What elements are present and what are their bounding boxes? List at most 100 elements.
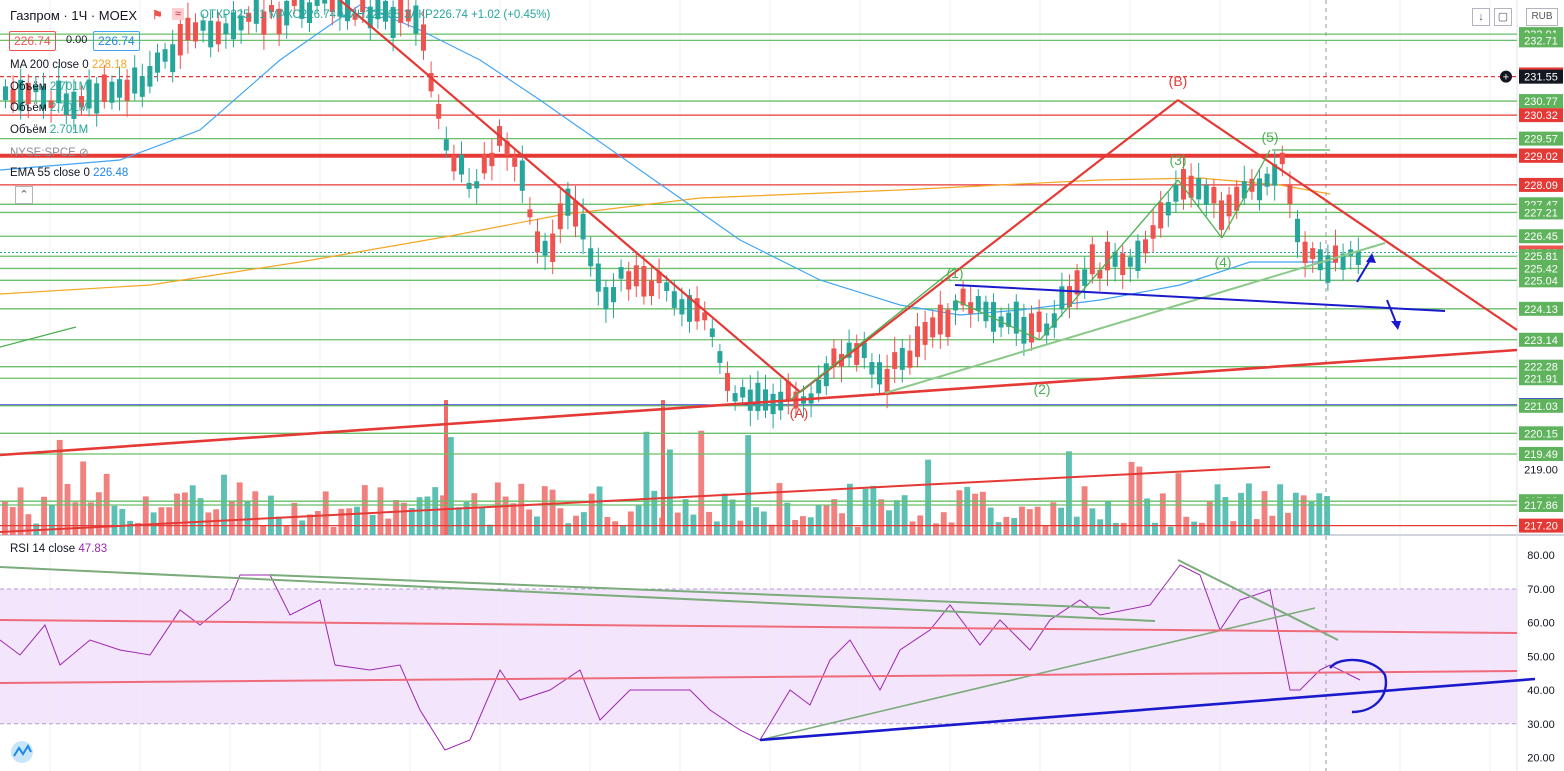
volume-bar [17, 487, 24, 535]
volume-bar [56, 439, 63, 535]
candle-body [542, 240, 548, 256]
volume-bar [1066, 451, 1072, 535]
arrow-down-icon[interactable]: ↓ [1472, 8, 1490, 26]
candle-body [1226, 194, 1232, 217]
volume-bar [95, 492, 102, 535]
maximize-icon[interactable]: ▢ [1494, 8, 1512, 26]
rsi-legend[interactable]: RSI 14 close 47.83 [10, 543, 107, 555]
candle-body [702, 312, 708, 321]
candle-body [1082, 269, 1088, 286]
price-axis-label: 221.91 [1524, 373, 1558, 385]
rsi-trend-line [0, 670, 1518, 684]
wave-label: (B) [1169, 73, 1188, 89]
ema55-legend[interactable]: EMA 55 close 0 226.48 [10, 167, 128, 179]
volume-legend-3[interactable]: Объём 2.701M [10, 124, 88, 136]
rsi-axis-label: 60.00 [1527, 618, 1555, 630]
candle-body [922, 321, 928, 345]
hidden-eye-icon[interactable]: ⊘ [79, 147, 89, 159]
candle-body [307, 2, 312, 23]
volume-bar [1261, 491, 1268, 535]
candle-body [1234, 186, 1240, 211]
candle-body [1333, 245, 1338, 263]
volume-bar [181, 492, 188, 535]
candle-body [246, 12, 252, 22]
volume-bar [291, 502, 298, 535]
candle-body [253, 0, 259, 24]
price-axis-label: 224.13 [1524, 304, 1558, 316]
price-axis-label: 217.86 [1524, 500, 1558, 512]
rsi-value: 47.83 [78, 543, 108, 555]
candle-body [33, 85, 39, 93]
price-axis-label: 226.45 [1524, 231, 1558, 243]
candle-body [390, 7, 396, 38]
candle-body [603, 287, 609, 310]
volume-bar [299, 520, 306, 535]
compare-icon[interactable]: ≈ [172, 8, 185, 20]
candle-body [193, 22, 198, 42]
trend-line [884, 242, 1386, 394]
volume-bar [25, 514, 32, 535]
candle-body [725, 373, 730, 391]
candle-body [63, 93, 69, 116]
candle-body [717, 351, 723, 363]
price-axis-tag [1519, 148, 1563, 163]
candle-body [892, 352, 898, 369]
volume-bar [854, 526, 861, 535]
currency-button[interactable]: RUB [1526, 8, 1558, 26]
candle-body [550, 233, 556, 263]
candle-body [124, 79, 130, 101]
candle-body [284, 0, 290, 26]
volume-legend-2[interactable]: Объём 2.701M [10, 102, 88, 114]
ohlc-values: ОТКР225.71 МАКС226.74 МИН225.65 ЗАКР226.… [200, 9, 551, 21]
candle-body [960, 288, 966, 306]
candle-body [443, 139, 449, 151]
candle-body [474, 181, 480, 189]
volume-bar [940, 512, 947, 535]
volume-bar [1105, 500, 1111, 535]
volume-legend-1[interactable]: Объём 2.701M [10, 81, 88, 93]
volume-bar [760, 511, 767, 535]
volume-bar [314, 510, 321, 535]
candle-body [101, 74, 107, 102]
price-axis-label: 225.04 [1524, 275, 1558, 287]
price-axis-label: 228.09 [1524, 180, 1558, 192]
candle-body [656, 271, 662, 284]
volume-bar [119, 508, 126, 535]
candle-body [975, 296, 981, 311]
trend-line [0, 348, 1518, 457]
volume-bar [526, 509, 533, 535]
volume-bar [41, 496, 47, 535]
volume-bar [236, 482, 243, 535]
volume-bar [260, 525, 267, 535]
volume-bar [862, 488, 869, 535]
candle-body [649, 280, 654, 297]
ma200-legend[interactable]: MA 200 close 0 228.18 [10, 59, 127, 71]
symbol-title[interactable]: Газпром · 1Ч · MOEX [10, 8, 138, 23]
volume-bar [393, 499, 400, 535]
candle-body [740, 387, 746, 398]
candle-body [1105, 241, 1110, 271]
volume-bar [1120, 522, 1127, 535]
volume-bar [283, 525, 290, 535]
trend-line [954, 299, 1041, 341]
volume-bar [307, 514, 313, 535]
volume-bar [1019, 506, 1025, 535]
candle-body [679, 299, 685, 315]
volume-bar [64, 483, 71, 535]
buy-price-box[interactable]: 226.74 [93, 31, 140, 51]
candle-body [48, 100, 54, 108]
nyse-legend[interactable]: NYSE:SPCE ⊘ [10, 145, 89, 159]
candle-body [231, 12, 236, 40]
candle-body [413, 5, 419, 34]
trend-line [0, 326, 77, 348]
volume-bar [1167, 526, 1174, 535]
price-axis-tag [1519, 371, 1563, 386]
volume-bar [661, 400, 665, 535]
add-level-icon-glyph: + [1503, 72, 1509, 84]
candle-body [1196, 178, 1202, 200]
sell-price-box[interactable]: 226.74 [9, 31, 56, 51]
volume-bar [455, 507, 462, 535]
candle-body [671, 291, 677, 308]
collapse-legend-icon[interactable]: ⌃ [15, 186, 33, 204]
